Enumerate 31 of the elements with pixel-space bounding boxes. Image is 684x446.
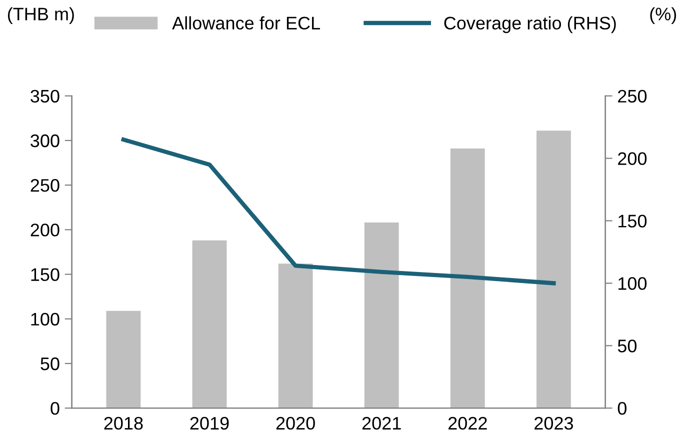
y2-tick-label: 0 [618, 402, 626, 415]
y-tick-label: 50 [40, 357, 60, 370]
y2-axis-title: (%) [650, 7, 676, 24]
y2-tick-label: 150 [618, 214, 647, 228]
bar [536, 130, 571, 408]
bar [450, 148, 485, 408]
y-tick-label: 150 [31, 268, 60, 282]
y-tick-label: 200 [30, 224, 60, 236]
y-axis-title: (THB m) [8, 7, 74, 24]
y-tick-label: 0 [50, 402, 60, 415]
x-tick-label: 2023 [534, 416, 573, 430]
y-tick-label: 250 [30, 179, 60, 192]
bar [192, 240, 227, 408]
y2-tick-label: 50 [618, 340, 637, 352]
legend-label: Coverage ratio (RHS) [444, 16, 616, 34]
line-series [121, 138, 556, 286]
x-tick-label: 2022 [448, 416, 487, 430]
y2-tick-label: 200 [618, 152, 647, 166]
x-tick-label: 2020 [276, 416, 315, 430]
y-tick-label: 300 [30, 134, 60, 148]
x-tick-label: 2018 [104, 416, 143, 430]
y-tick-label: 350 [30, 90, 60, 103]
bar [278, 264, 313, 408]
bar [364, 222, 399, 408]
y2-tick-label: 250 [618, 90, 647, 103]
x-tick-label: 2019 [190, 416, 229, 430]
x-tick-label: 2021 [362, 416, 401, 430]
y-tick-label: 100 [31, 312, 60, 326]
y2-tick-label: 100 [618, 277, 647, 290]
legend-label: Allowance for ECL [172, 16, 320, 30]
bar [106, 310, 141, 408]
